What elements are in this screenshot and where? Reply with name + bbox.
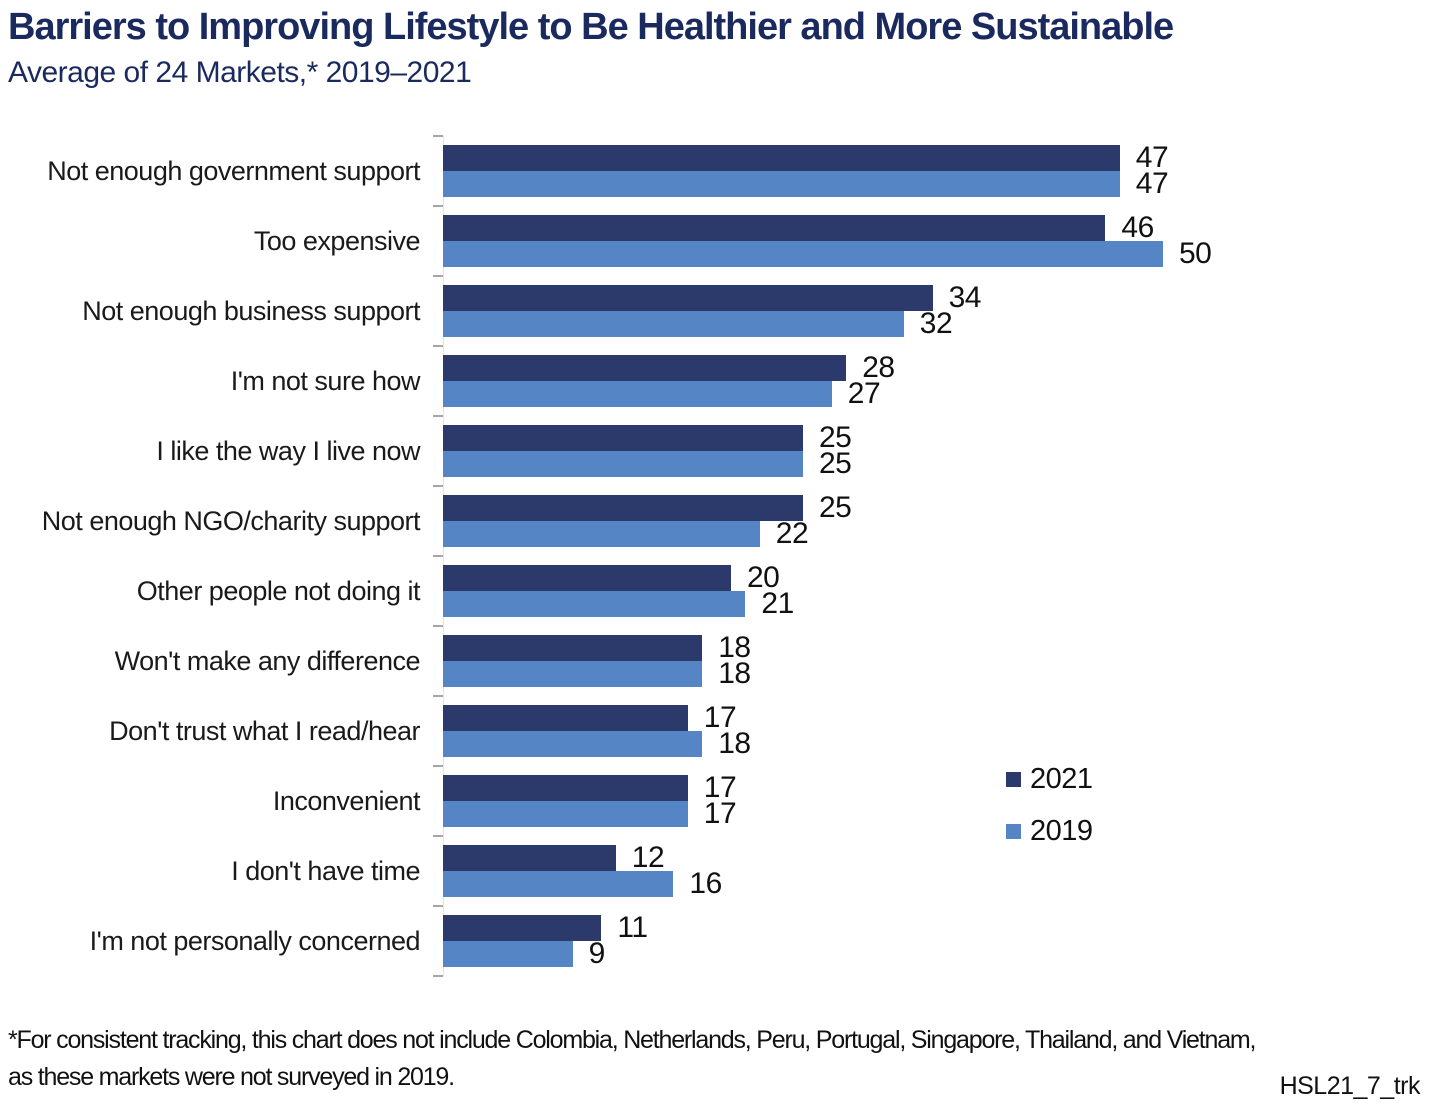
y-axis-line bbox=[443, 136, 444, 976]
value-label-2021: 17 bbox=[703, 701, 737, 734]
bar-2021 bbox=[443, 915, 602, 941]
category-label: Not enough business support bbox=[82, 295, 420, 326]
axis-tick bbox=[433, 275, 443, 277]
category-label: I like the way I live now bbox=[156, 435, 420, 466]
value-label-2021: 47 bbox=[1135, 141, 1169, 174]
bar-2019 bbox=[443, 801, 688, 827]
value-label-2019: 47 bbox=[1135, 167, 1169, 200]
category-label: I don't have time bbox=[231, 855, 420, 886]
category-label: Won't make any difference bbox=[114, 645, 421, 676]
footnote: *For consistent tracking, this chart doe… bbox=[8, 1022, 1256, 1096]
value-label-2019: 22 bbox=[775, 517, 809, 550]
category-label: I'm not personally concerned bbox=[89, 925, 421, 956]
bar-2021 bbox=[443, 215, 1106, 241]
legend-item-2019: 2019 bbox=[1006, 814, 1093, 847]
legend-label-2019: 2019 bbox=[1030, 814, 1093, 847]
bar-2021 bbox=[443, 495, 803, 521]
value-label-2021: 25 bbox=[819, 491, 852, 524]
bar-2021 bbox=[443, 775, 688, 801]
legend-swatch-2019-icon bbox=[1006, 823, 1021, 839]
value-label-2019: 17 bbox=[703, 797, 737, 830]
bar-2021 bbox=[443, 425, 803, 451]
bar-2019 bbox=[443, 731, 703, 757]
value-label-2021: 18 bbox=[718, 631, 751, 664]
bar-2019 bbox=[443, 521, 760, 547]
category-label: Not enough NGO/charity support bbox=[41, 505, 421, 536]
value-label-2021: 12 bbox=[631, 841, 665, 874]
category-label: Other people not doing it bbox=[136, 575, 421, 606]
axis-tick bbox=[433, 415, 443, 417]
footnote-line-1: *For consistent tracking, this chart doe… bbox=[8, 1026, 1256, 1054]
value-label-2019: 18 bbox=[718, 657, 751, 690]
category-label: Don't trust what I read/hear bbox=[109, 715, 420, 746]
value-label-2021: 11 bbox=[617, 911, 648, 944]
value-label-2021: 17 bbox=[703, 771, 737, 804]
value-label-2019: 16 bbox=[689, 867, 722, 900]
value-label-2019: 21 bbox=[761, 587, 794, 620]
category-label: Inconvenient bbox=[272, 785, 421, 816]
value-label-2019: 18 bbox=[718, 727, 751, 760]
legend: 2021 2019 bbox=[1006, 762, 1093, 868]
bar-2019 bbox=[443, 451, 803, 477]
value-label-2019: 50 bbox=[1179, 237, 1212, 270]
axis-tick bbox=[433, 135, 443, 137]
axis-tick bbox=[433, 695, 443, 697]
bar-2019 bbox=[443, 591, 746, 617]
axis-tick bbox=[433, 555, 443, 557]
category-label: Not enough government support bbox=[47, 155, 420, 186]
legend-label-2021: 2021 bbox=[1030, 762, 1093, 795]
bar-2021 bbox=[443, 635, 703, 661]
bar-2019 bbox=[443, 171, 1120, 197]
bar-2021 bbox=[443, 705, 688, 731]
bar-2021 bbox=[443, 145, 1120, 171]
axis-tick bbox=[433, 835, 443, 837]
bar-2019 bbox=[443, 941, 573, 967]
bar-2021 bbox=[443, 565, 731, 591]
chart-title: Barriers to Improving Lifestyle to Be He… bbox=[8, 6, 1174, 48]
chart-subtitle: Average of 24 Markets,* 2019–2021 bbox=[8, 56, 472, 89]
axis-tick bbox=[433, 205, 443, 207]
bar-2019 bbox=[443, 311, 904, 337]
legend-swatch-2021-icon bbox=[1006, 771, 1021, 787]
value-label-2019: 25 bbox=[819, 447, 852, 480]
axis-tick bbox=[433, 765, 443, 767]
value-label-2021: 20 bbox=[747, 561, 780, 594]
bar-2019 bbox=[443, 871, 674, 897]
value-label-2021: 34 bbox=[948, 281, 982, 314]
value-label-2019: 32 bbox=[919, 307, 953, 340]
bar-2021 bbox=[443, 355, 847, 381]
value-label-2019: 9 bbox=[588, 937, 606, 970]
axis-tick bbox=[433, 975, 443, 977]
value-label-2021: 46 bbox=[1121, 211, 1154, 244]
axis-tick bbox=[433, 485, 443, 487]
value-label-2021: 25 bbox=[819, 421, 852, 454]
value-label-2019: 27 bbox=[847, 377, 881, 410]
legend-item-2021: 2021 bbox=[1006, 762, 1093, 795]
chart-code: HSL21_7_trk bbox=[1279, 1072, 1421, 1100]
bar-2021 bbox=[443, 845, 616, 871]
bar-2019 bbox=[443, 661, 703, 687]
bar-2019 bbox=[443, 241, 1163, 267]
axis-tick bbox=[433, 905, 443, 907]
axis-tick bbox=[433, 625, 443, 627]
value-label-2021: 28 bbox=[862, 351, 895, 384]
bar-2019 bbox=[443, 381, 832, 407]
footnote-line-2: as these markets were not surveyed in 20… bbox=[8, 1063, 455, 1091]
bar-2021 bbox=[443, 285, 933, 311]
category-label: I'm not sure how bbox=[230, 365, 421, 396]
category-label: Too expensive bbox=[253, 225, 421, 256]
axis-tick bbox=[433, 345, 443, 347]
